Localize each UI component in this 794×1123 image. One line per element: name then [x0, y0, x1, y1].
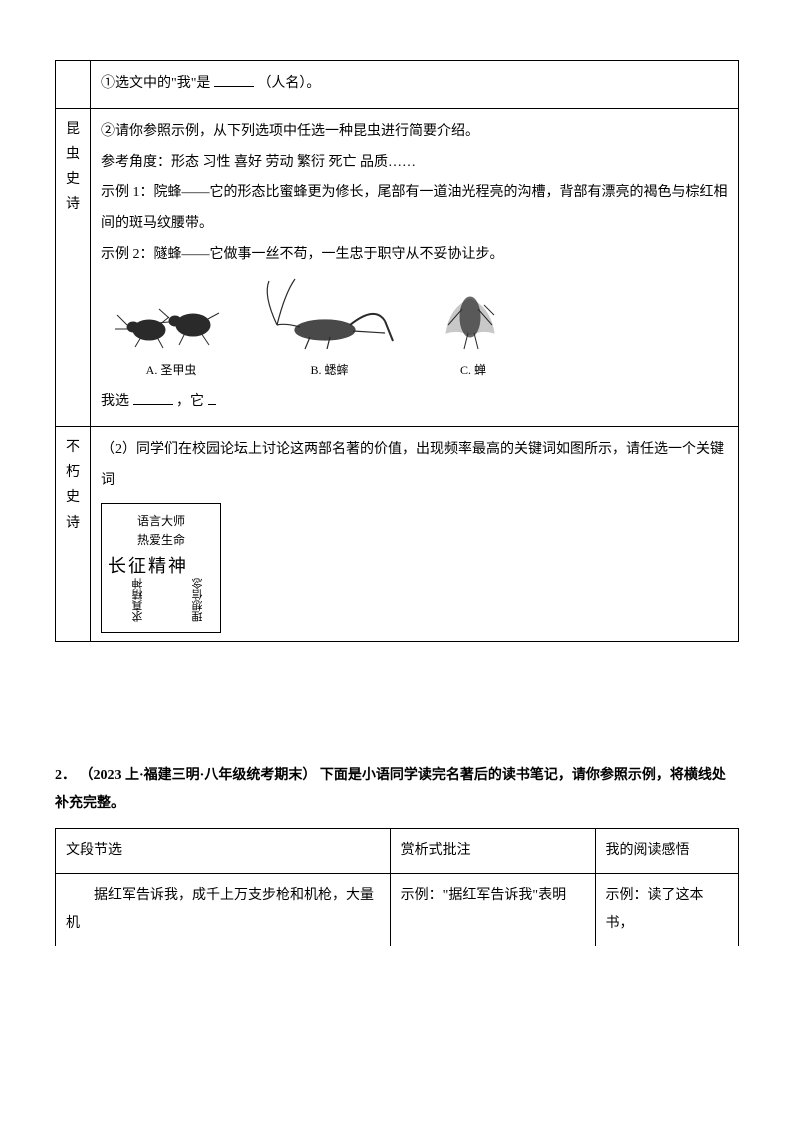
row3-label-2: 史 — [66, 485, 80, 510]
row1-suffix: （人名）。 — [257, 76, 320, 91]
row3-label-1: 朽 — [66, 460, 80, 485]
blank-pick[interactable] — [133, 391, 173, 405]
row3-label-3: 诗 — [66, 511, 80, 536]
pick-line: 我选 ，它 — [101, 387, 728, 418]
kw-small1: 语言大师 — [108, 512, 214, 531]
kw-main: 长征精神 — [108, 552, 214, 581]
t2-h2: 赏析式批注 — [390, 828, 595, 873]
row1-text: ①选文中的"我"是 — [101, 76, 214, 91]
blank-name[interactable] — [214, 73, 254, 87]
row1-content: ①选文中的"我"是 （人名）。 — [91, 61, 739, 109]
insect-b: B. 蟋蟀 — [255, 275, 405, 383]
insect-c: C. 蝉 — [428, 275, 518, 383]
t2-c1: 据红军告诉我，成千上万支步枪和机枪，大量机 — [56, 873, 391, 946]
row2-label-0: 昆 — [66, 117, 80, 142]
row2-label-2: 史 — [66, 167, 80, 192]
cicada-icon — [428, 275, 518, 355]
insect-row: A. 圣甲虫 — [101, 271, 728, 387]
row2-p3: 示例 1：院蜂——它的形态比蜜蜂更为修长，尾部有一道油光程亮的沟槽，背部有漂亮的… — [101, 178, 728, 240]
row3-content: （2）同学们在校园论坛上讨论这两部名著的价值，出现频率最高的关键词如图所示，请任… — [91, 426, 739, 641]
row3-label-cell: 不 朽 史 诗 — [56, 426, 91, 641]
kw-v2: 理想信念 — [190, 578, 208, 622]
row2-content: ②请你参照示例，从下列选项中任选一种昆虫进行简要介绍。 参考角度：形态 习性 喜… — [91, 108, 739, 426]
pick-suffix: ，它 — [176, 394, 204, 409]
blank-desc[interactable] — [208, 391, 216, 405]
pick-prefix: 我选 — [101, 394, 133, 409]
insect-c-label: C. 蝉 — [428, 357, 518, 383]
insect-a-label: A. 圣甲虫 — [111, 357, 231, 383]
t2-h1: 文段节选 — [56, 828, 391, 873]
row2-p2: 参考角度：形态 习性 喜好 劳动 繁衍 死亡 品质…… — [101, 148, 728, 179]
main-table: ①选文中的"我"是 （人名）。 昆 虫 史 诗 ②请你参照示例，从下列选项中任选… — [55, 60, 739, 642]
table2: 文段节选 赏析式批注 我的阅读感悟 据红军告诉我，成千上万支步枪和机枪，大量机 … — [55, 828, 739, 946]
insect-b-label: B. 蟋蟀 — [255, 357, 405, 383]
insect-a: A. 圣甲虫 — [111, 285, 231, 383]
row3-label-0: 不 — [66, 435, 80, 460]
row3-text: （2）同学们在校园论坛上讨论这两部名著的价值，出现频率最高的关键词如图所示，请任… — [101, 435, 728, 497]
t2-c3: 示例：读了这本书， — [595, 873, 738, 946]
row2-label-1: 虫 — [66, 142, 80, 167]
cricket-icon — [255, 275, 405, 355]
t2-c2: 示例："据红军告诉我"表明 — [390, 873, 595, 946]
kw-small2: 热爱生命 — [108, 531, 214, 550]
kw-v1: 求真精神 — [130, 578, 148, 622]
row2-label-cell: 昆 虫 史 诗 — [56, 108, 91, 426]
t2-h3: 我的阅读感悟 — [595, 828, 738, 873]
row2-p4: 示例 2：隧蜂——它做事一丝不苟，一生忠于职守从不妥协让步。 — [101, 240, 728, 271]
beetle-icon — [111, 285, 231, 355]
keyword-box: 语言大师 热爱生命 长征精神 求真精神 理想信念 — [101, 503, 221, 633]
row1-label-cell — [56, 61, 91, 109]
q2-num: 2． — [55, 768, 76, 783]
q2-source: （2023 上·福建三明·八年级统考期末） — [80, 768, 317, 783]
q2-head: 2． （2023 上·福建三明·八年级统考期末） 下面是小语同学读完名著后的读书… — [55, 762, 739, 818]
row2-p1: ②请你参照示例，从下列选项中任选一种昆虫进行简要介绍。 — [101, 117, 728, 148]
row2-label-3: 诗 — [66, 192, 80, 217]
